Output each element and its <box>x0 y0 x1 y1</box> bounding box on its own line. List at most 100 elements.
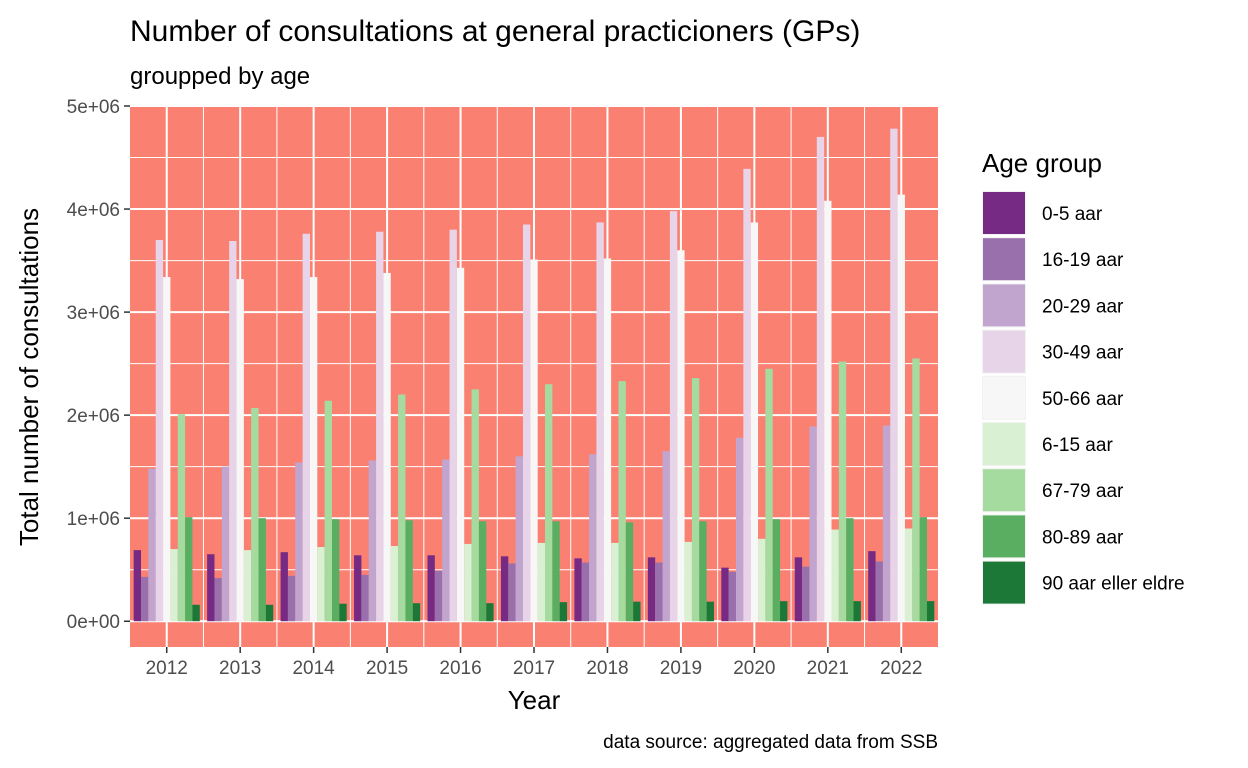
bar <box>926 601 935 622</box>
bar <box>824 200 832 622</box>
bar <box>574 558 582 622</box>
bar <box>133 550 142 622</box>
bar <box>802 566 810 622</box>
bar <box>486 603 494 622</box>
bar <box>302 233 310 622</box>
bar <box>897 194 905 622</box>
plot-panel <box>130 105 938 647</box>
legend-label: 0-5 aar <box>1042 204 1103 225</box>
bar <box>398 394 406 622</box>
bar <box>192 604 200 622</box>
bar <box>434 570 443 622</box>
bar <box>456 267 465 622</box>
legend-swatch <box>983 561 1025 604</box>
bar <box>236 279 244 622</box>
bar <box>603 258 612 622</box>
legend-swatch <box>983 515 1025 558</box>
bar <box>390 546 399 622</box>
legend-swatch <box>983 192 1025 234</box>
bar <box>295 462 303 622</box>
bar <box>794 557 803 622</box>
bar <box>530 259 538 622</box>
bar <box>500 556 509 622</box>
bar <box>662 451 670 622</box>
x-tick-label: 2021 <box>807 658 849 679</box>
y-tick-label: 2e+06 <box>67 406 120 427</box>
bar <box>383 272 391 622</box>
bar <box>207 554 215 622</box>
legend-swatch <box>983 330 1025 373</box>
y-tick-label: 4e+06 <box>67 200 120 221</box>
bar <box>890 128 898 622</box>
bar <box>376 231 384 622</box>
legend-label: 80-89 aar <box>1042 527 1124 548</box>
y-tick-label: 3e+06 <box>67 303 120 324</box>
y-tick-label: 1e+06 <box>67 509 120 530</box>
x-tick-label: 2017 <box>513 658 555 679</box>
bar <box>185 517 193 622</box>
bar <box>515 456 523 622</box>
bar <box>780 601 788 622</box>
bar <box>677 250 685 622</box>
x-tick-label: 2016 <box>439 658 481 679</box>
bar <box>647 557 656 622</box>
bar <box>853 601 861 622</box>
bar <box>875 561 883 622</box>
bar <box>449 229 457 622</box>
bar <box>332 519 340 622</box>
bar <box>721 567 729 622</box>
x-tick-label: 2013 <box>219 658 261 679</box>
bar <box>287 575 296 622</box>
bar <box>354 555 362 622</box>
bar <box>478 521 487 622</box>
bar <box>882 425 891 622</box>
bar <box>736 437 744 622</box>
bar <box>611 542 619 622</box>
bar <box>221 466 230 622</box>
bar <box>163 277 171 622</box>
x-tick-label: 2020 <box>733 658 775 679</box>
bar <box>155 239 164 622</box>
bar <box>912 358 920 622</box>
x-tick-label: 2019 <box>660 658 702 679</box>
legend-items: 0-5 aar 16-19 aar 20-29 aar 30-49 aar 50-66 … <box>982 191 1185 605</box>
x-axis-title: Year <box>508 685 561 715</box>
legend-label: 50-66 aar <box>1042 389 1124 410</box>
bar <box>919 517 927 622</box>
bar <box>809 426 817 622</box>
bar <box>589 454 597 622</box>
bar <box>508 563 516 622</box>
y-tick-label: 5e+06 <box>67 97 120 118</box>
bar <box>699 521 707 622</box>
bar <box>655 562 663 622</box>
bar <box>728 571 736 622</box>
legend-swatch <box>983 238 1025 281</box>
bar <box>141 576 149 622</box>
bar <box>625 522 634 622</box>
y-tick-label: 0e+00 <box>67 612 120 633</box>
x-tick-label: 2022 <box>880 658 922 679</box>
bar <box>772 519 781 622</box>
legend-label: 90 aar eller eldre <box>1042 574 1185 595</box>
bar <box>427 555 435 622</box>
y-axis: 0e+00 1e+06 2e+06 3e+06 4e+06 5e+06 <box>67 97 130 633</box>
legend-label: 6-15 aar <box>1042 435 1113 456</box>
bar <box>758 538 766 622</box>
bars <box>133 128 935 622</box>
bar <box>669 211 678 622</box>
legend: Age group 0-5 aar 16-19 aar 20-29 aar 30-49… <box>982 148 1185 605</box>
chart-title: Number of consultations at general pract… <box>130 15 860 48</box>
chart-caption: data source: aggregated data from SSB <box>603 732 938 753</box>
legend-label: 30-49 aar <box>1042 343 1124 364</box>
x-tick-label: 2018 <box>586 658 628 679</box>
bar <box>229 240 237 622</box>
bar <box>596 222 604 622</box>
bar <box>339 603 347 622</box>
bar <box>537 542 546 622</box>
bar <box>618 381 626 622</box>
bar <box>214 577 222 622</box>
bar <box>816 136 825 622</box>
bar <box>442 459 450 622</box>
x-tick-label: 2015 <box>366 658 408 679</box>
bar <box>361 574 369 622</box>
